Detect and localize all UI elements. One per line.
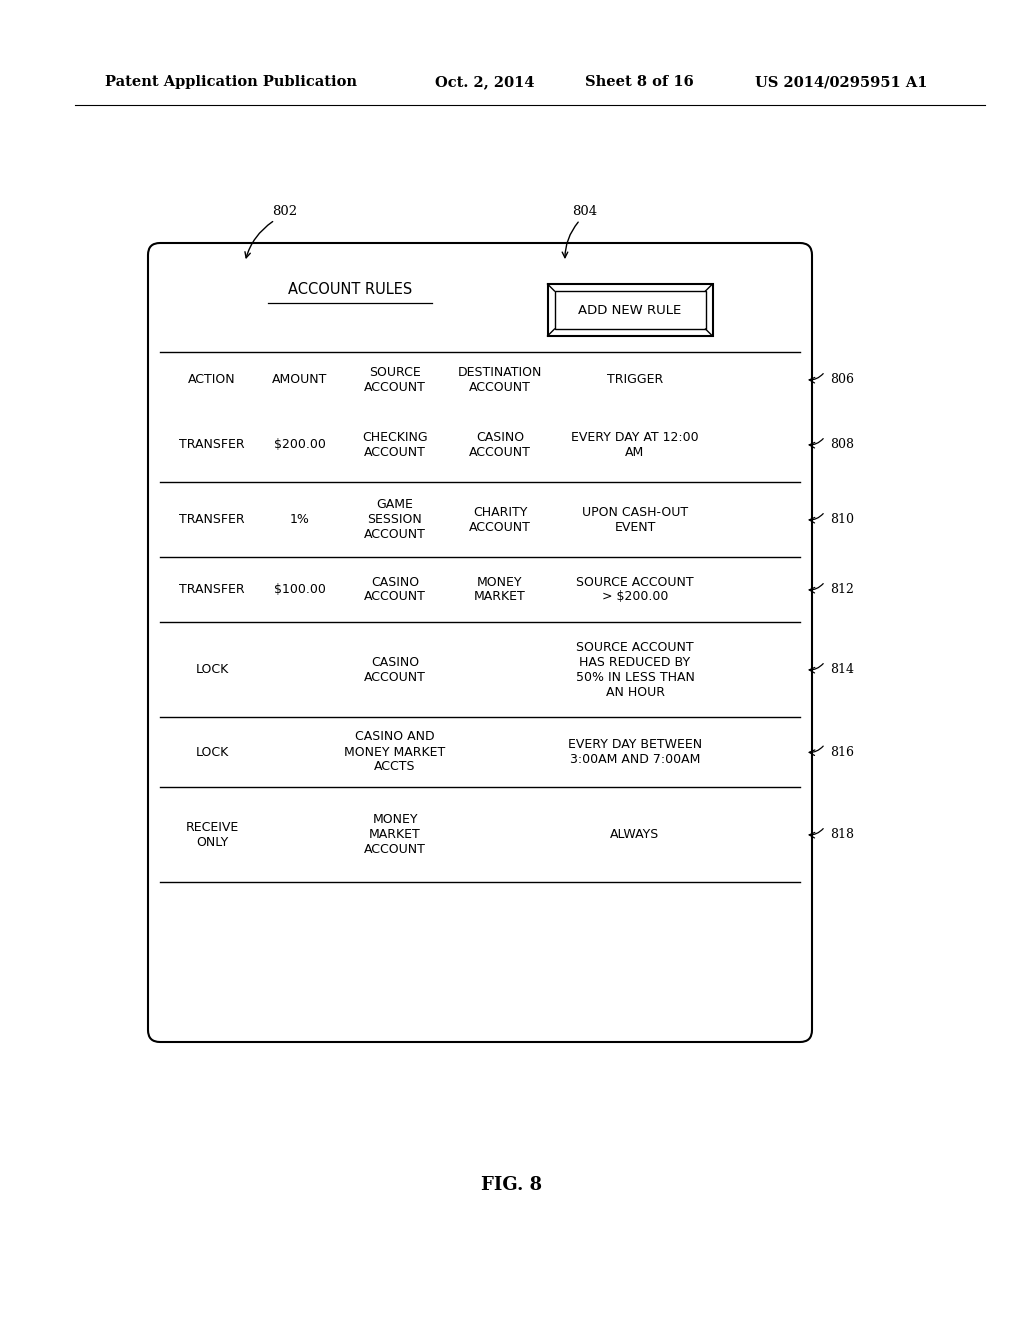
Text: AMOUNT: AMOUNT — [272, 374, 328, 385]
Text: 814: 814 — [830, 663, 854, 676]
Text: 816: 816 — [830, 746, 854, 759]
Text: 808: 808 — [830, 438, 854, 451]
Text: ADD NEW RULE: ADD NEW RULE — [579, 304, 682, 317]
Text: GAME
SESSION
ACCOUNT: GAME SESSION ACCOUNT — [365, 498, 426, 541]
Text: ACTION: ACTION — [188, 374, 236, 385]
FancyBboxPatch shape — [148, 243, 812, 1041]
Text: 802: 802 — [272, 205, 298, 218]
Text: 818: 818 — [830, 828, 854, 841]
Text: 806: 806 — [830, 374, 854, 385]
Text: CASINO
ACCOUNT: CASINO ACCOUNT — [365, 656, 426, 684]
Text: SOURCE ACCOUNT
> $200.00: SOURCE ACCOUNT > $200.00 — [577, 576, 694, 603]
Text: $100.00: $100.00 — [274, 583, 326, 597]
Text: EVERY DAY AT 12:00
AM: EVERY DAY AT 12:00 AM — [571, 430, 698, 458]
Text: US 2014/0295951 A1: US 2014/0295951 A1 — [755, 75, 928, 88]
Text: CHARITY
ACCOUNT: CHARITY ACCOUNT — [469, 506, 530, 533]
Text: CASINO
ACCOUNT: CASINO ACCOUNT — [469, 430, 530, 458]
Text: 1%: 1% — [290, 513, 310, 525]
Text: TRANSFER: TRANSFER — [179, 583, 245, 597]
Text: MONEY
MARKET
ACCOUNT: MONEY MARKET ACCOUNT — [365, 813, 426, 855]
Text: TRANSFER: TRANSFER — [179, 513, 245, 525]
Text: 810: 810 — [830, 513, 854, 525]
Text: 812: 812 — [830, 583, 854, 597]
Text: TRIGGER: TRIGGER — [607, 374, 664, 385]
Text: RECEIVE
ONLY: RECEIVE ONLY — [185, 821, 239, 849]
Text: LOCK: LOCK — [196, 663, 228, 676]
Text: MONEY
MARKET: MONEY MARKET — [474, 576, 526, 603]
Text: ACCOUNT RULES: ACCOUNT RULES — [288, 282, 412, 297]
Text: Sheet 8 of 16: Sheet 8 of 16 — [585, 75, 693, 88]
Text: SOURCE ACCOUNT
HAS REDUCED BY
50% IN LESS THAN
AN HOUR: SOURCE ACCOUNT HAS REDUCED BY 50% IN LES… — [575, 640, 694, 698]
Text: ALWAYS: ALWAYS — [610, 828, 659, 841]
Text: EVERY DAY BETWEEN
3:00AM AND 7:00AM: EVERY DAY BETWEEN 3:00AM AND 7:00AM — [568, 738, 702, 766]
FancyBboxPatch shape — [548, 284, 713, 337]
Text: CHECKING
ACCOUNT: CHECKING ACCOUNT — [362, 430, 428, 458]
FancyBboxPatch shape — [555, 290, 706, 329]
Text: FIG. 8: FIG. 8 — [481, 1176, 543, 1195]
Text: Oct. 2, 2014: Oct. 2, 2014 — [435, 75, 535, 88]
Text: 804: 804 — [572, 205, 598, 218]
Text: DESTINATION
ACCOUNT: DESTINATION ACCOUNT — [458, 366, 542, 393]
Text: SOURCE
ACCOUNT: SOURCE ACCOUNT — [365, 366, 426, 393]
Text: Patent Application Publication: Patent Application Publication — [105, 75, 357, 88]
Text: UPON CASH-OUT
EVENT: UPON CASH-OUT EVENT — [582, 506, 688, 533]
Text: LOCK: LOCK — [196, 746, 228, 759]
Text: $200.00: $200.00 — [274, 438, 326, 451]
Text: CASINO
ACCOUNT: CASINO ACCOUNT — [365, 576, 426, 603]
Text: TRANSFER: TRANSFER — [179, 438, 245, 451]
Text: CASINO AND
MONEY MARKET
ACCTS: CASINO AND MONEY MARKET ACCTS — [344, 730, 445, 774]
